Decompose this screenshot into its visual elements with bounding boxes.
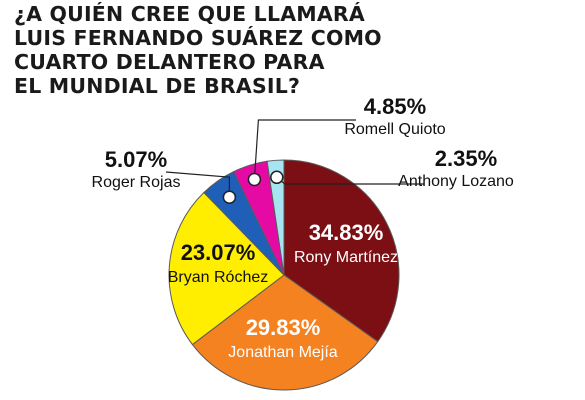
slice-value-label: 23.07% bbox=[181, 240, 256, 265]
slice-name-label: Roger Rojas bbox=[92, 174, 181, 191]
slice-name-label: Bryan Róchez bbox=[168, 269, 269, 286]
slice-value-label: 5.07% bbox=[105, 147, 167, 172]
pie-slice bbox=[191, 274, 379, 391]
slice-value-label: 4.85% bbox=[364, 94, 426, 119]
pie-slices bbox=[168, 159, 400, 391]
title-line: ¿A QUIÉN CREE QUE LLAMARÁ bbox=[14, 2, 365, 26]
title-line: CUARTO DELANTERO PARA bbox=[14, 50, 325, 74]
leader-dot bbox=[247, 172, 262, 187]
pie-slice bbox=[283, 159, 400, 343]
slice-name-label: Jonathan Mejía bbox=[228, 344, 338, 361]
slice-value-label: 34.83% bbox=[309, 220, 384, 245]
leader-dot bbox=[222, 190, 237, 204]
pie-slice bbox=[168, 191, 285, 346]
pie-slice bbox=[266, 159, 285, 276]
slice-name-label: Rony Martínez bbox=[294, 249, 398, 266]
slice-value-label: 29.83% bbox=[246, 315, 321, 340]
slice-name-label: Romell Quioto bbox=[344, 121, 445, 138]
leader-dot bbox=[270, 170, 284, 185]
leader-line bbox=[253, 119, 356, 180]
title-line: EL MUNDIAL DE BRASIL? bbox=[14, 74, 301, 98]
slice-value-label: 2.35% bbox=[435, 146, 497, 171]
leader-lines bbox=[165, 119, 424, 204]
title-line: LUIS FERNANDO SUÁREZ COMO bbox=[14, 26, 382, 50]
chart-title: ¿A QUIÉN CREE QUE LLAMARÁ LUIS FERNANDO … bbox=[14, 2, 434, 98]
slice-name-label: Anthony Lozano bbox=[398, 173, 514, 190]
